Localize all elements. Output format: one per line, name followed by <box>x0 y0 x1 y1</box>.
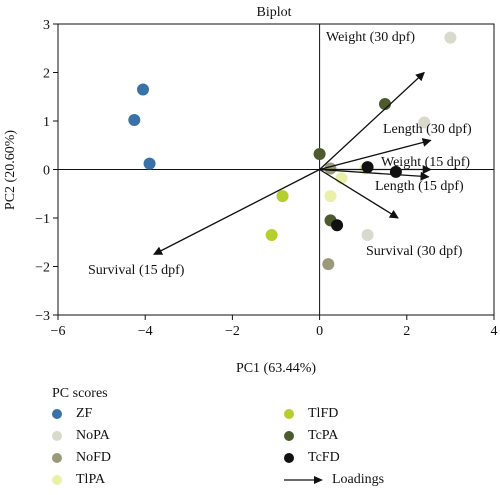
loading-arrow <box>319 138 432 171</box>
point-tcpa <box>313 147 326 160</box>
x-tick-label: 2 <box>403 324 410 339</box>
point-nofd <box>322 258 335 271</box>
legend: PC scores ZF NoPA NoFD TlPA TlFD TcPA TcFD Load… <box>52 386 492 494</box>
biplot-chart: Biplot −6 −4 −2 0 2 4 −3 −2 −1 0 1 2 3 Weight (30 dpf… <box>3 5 498 376</box>
point-tlfd <box>265 228 278 241</box>
loading-label: Survival (15 dpf) <box>88 263 185 278</box>
x-tick-label: 0 <box>316 324 323 339</box>
legend-title: PC scores <box>52 386 108 401</box>
point-zf <box>128 114 141 127</box>
y-tick-label: 1 <box>43 115 50 130</box>
point-tcpa <box>379 98 391 111</box>
legend-arrow-icon <box>284 476 323 484</box>
x-tick-label: −6 <box>51 324 66 339</box>
legend-dot <box>284 431 294 441</box>
loading-arrow <box>153 168 320 255</box>
x-tick-label: −2 <box>225 324 240 339</box>
point-nofd <box>324 162 337 175</box>
legend-item-tcfd: TcFD <box>284 449 340 467</box>
legend-dot <box>52 409 62 419</box>
legend-item-tlpa: TlPA <box>52 471 105 489</box>
legend-item-loadings: Loadings <box>284 471 384 489</box>
plot-area: −6 −4 −2 0 2 4 −3 −2 −1 0 1 2 3 Weight (30 dpf) Length… <box>35 18 497 339</box>
legend-label: TcPA <box>308 428 339 443</box>
loading-label: Length (30 dpf) <box>383 122 472 137</box>
point-nopa <box>444 31 457 44</box>
legend-label: TcFD <box>308 450 340 465</box>
legend-dot <box>52 475 62 485</box>
x-tick-label: 4 <box>491 324 498 339</box>
x-axis-title: PC1 (63.44%) <box>236 361 316 376</box>
loading-label: Weight (30 dpf) <box>326 30 415 45</box>
point-tcfd <box>361 161 374 174</box>
legend-item-tcpa: TcPA <box>284 427 338 445</box>
x-tick-label: −4 <box>138 324 153 339</box>
y-tick-label: 3 <box>43 18 50 33</box>
point-zf <box>143 157 156 170</box>
y-axis-title: PC2 (20.60%) <box>3 130 18 210</box>
point-zf <box>137 83 150 96</box>
loading-arrow <box>319 168 430 181</box>
legend-dot <box>284 453 294 463</box>
chart-title: Biplot <box>256 5 291 20</box>
loading-arrow <box>319 71 425 170</box>
y-tick-label: −1 <box>35 212 50 227</box>
legend-label: NoFD <box>76 450 112 465</box>
legend-label: ZF <box>76 406 93 421</box>
point-nopa <box>361 228 374 241</box>
legend-item-tlfd: TlFD <box>284 405 338 423</box>
point-nopa <box>418 116 431 129</box>
legend-item-zf: ZF <box>52 405 92 423</box>
y-tick-label: −2 <box>35 261 50 276</box>
legend-dot <box>52 453 62 463</box>
legend-label: NoPA <box>76 428 110 443</box>
legend-label: TlPA <box>76 472 106 487</box>
y-tick-label: 0 <box>43 164 50 179</box>
loading-arrow <box>319 168 399 219</box>
legend-dot <box>52 431 62 441</box>
point-tlfd <box>276 190 289 203</box>
legend-dot <box>284 409 294 419</box>
legend-item-nopa: NoPA <box>52 427 110 445</box>
legend-label: Loadings <box>332 472 385 487</box>
point-tlpa <box>324 190 337 203</box>
point-tcfd <box>331 219 344 232</box>
legend-label: TlFD <box>308 406 339 421</box>
legend-item-nofd: NoFD <box>52 449 111 467</box>
loading-label: Survival (30 dpf) <box>366 244 463 259</box>
loading-label: Length (15 dpf) <box>375 179 464 194</box>
y-tick-label: −3 <box>35 309 50 324</box>
y-tick-label: 2 <box>43 67 50 82</box>
loading-label: Weight (15 dpf) <box>381 155 470 170</box>
